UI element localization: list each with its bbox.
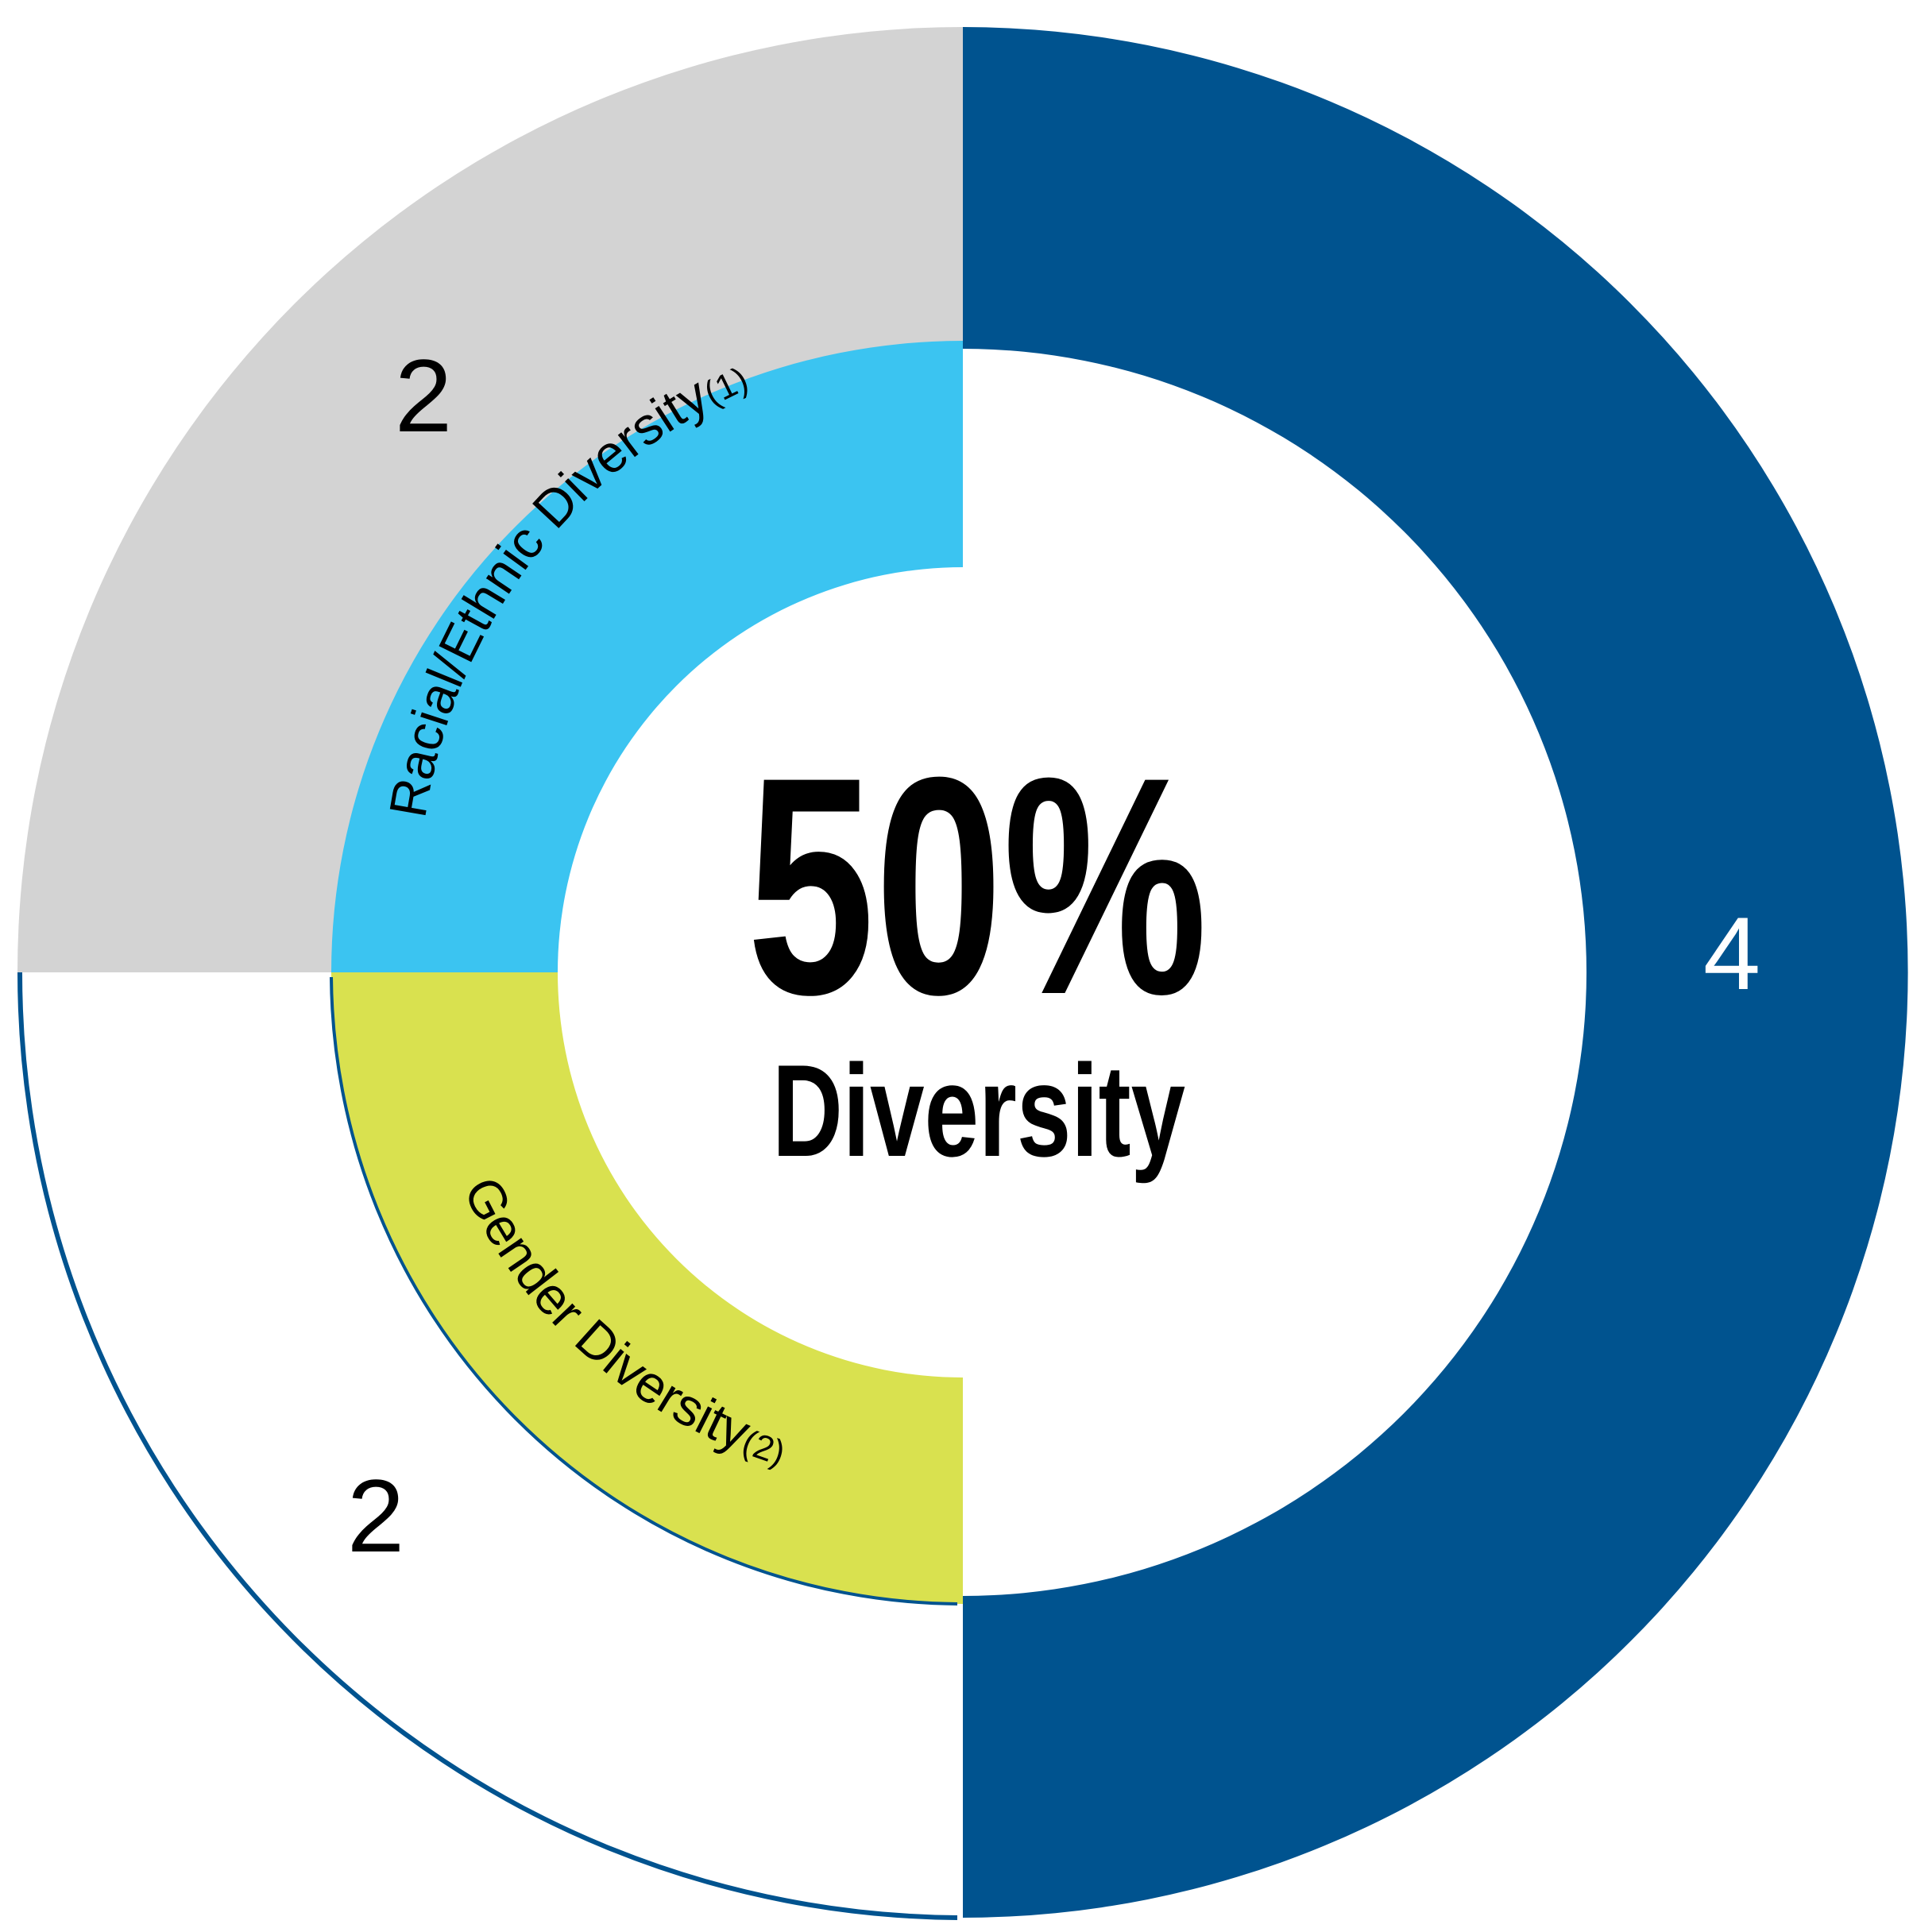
inner-segment-gender (331, 972, 963, 1604)
outer-label-bottom-left: 2 (347, 1458, 404, 1574)
outer-segment-gender-outline (17, 972, 958, 1920)
outer-label-right: 4 (1703, 895, 1760, 1011)
center-label: Diversity (772, 1037, 1185, 1184)
outer-segment-other (963, 27, 1908, 1918)
center-value: 50% (747, 713, 1208, 1059)
outer-segment-racial-ethnic (17, 27, 963, 972)
outer-label-top-left: 2 (395, 338, 452, 454)
inner-segment-racial-ethnic (331, 341, 963, 972)
inner-segment-gender-outline (330, 976, 958, 1605)
outer-segment-gender (17, 972, 963, 1918)
